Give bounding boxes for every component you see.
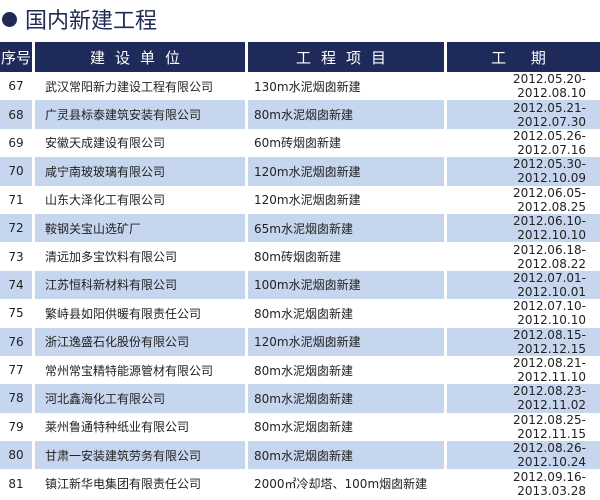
cell-company: 清远加多宝饮料有限公司 [45, 250, 178, 265]
cell-period: 2012.07.01-2012.10.01 [447, 270, 600, 300]
cell-period: 2012.08.21-2012.11.10 [512, 356, 586, 385]
cell-company: 鞍钢关宝山选矿厂 [35, 213, 245, 243]
cell-period: 2012.07.10-2012.10.10 [512, 299, 586, 328]
cell-company: 广灵县标泰建筑安装有限公司 [35, 100, 245, 129]
cell-project: 2000㎡冷却塔、100m烟囱新建 [254, 477, 428, 492]
table-row: 69 安徽天成建设有限公司 60m砖烟囱新建 2012.05.26-2012.07.1… [0, 129, 600, 157]
cell-company: 安徽天成建设有限公司 [45, 136, 166, 151]
cell-period: 2012.05.21-2012.07.30 [447, 100, 600, 129]
cell-company: 浙江逸盛石化股份有限公司 [35, 327, 245, 356]
table-header: 序号 建设单位 工程项目 工 期 [0, 42, 600, 72]
cell-company: 繁峙县如阳供暖有限责任公司 [45, 306, 202, 321]
cell-period: 2012.05.26-2012.07.16 [512, 128, 586, 157]
title-text: 国内新建工程 [25, 9, 158, 34]
cell-seq: 77 [8, 363, 24, 378]
cell-company: 甘肃一安装建筑劳务有限公司 [35, 441, 245, 470]
cell-seq: 72 [0, 213, 32, 243]
cell-seq: 73 [8, 249, 24, 264]
cell-project: 120m水泥烟囱新建 [248, 327, 444, 356]
cell-project: 60m砖烟囱新建 [254, 136, 341, 151]
table-row: 71 山东大泽化工有限公司 120m水泥烟囱新建 2012.06.05-2012.08… [0, 186, 600, 214]
projects-table: 序号 建设单位 工程项目 工 期 67 武汉常阳新力建设工程有限公司 130m水泥烟… [0, 42, 600, 498]
cell-seq: 80 [0, 441, 32, 470]
cell-project: 120m水泥烟囱新建 [248, 157, 444, 186]
bullet-icon [2, 11, 17, 27]
table-row: 75 繁峙县如阳供暖有限责任公司 80m水泥烟囱新建 2012.07.10-2012.… [0, 299, 600, 327]
cell-seq: 71 [8, 192, 24, 207]
cell-period: 2012.09.16-2013.03.28 [512, 469, 586, 498]
cell-project: 80m水泥烟囱新建 [254, 363, 353, 378]
cell-period: 2012.05.20-2012.08.10 [512, 72, 586, 101]
cell-period: 2012.08.15-2012.12.15 [447, 327, 600, 356]
cell-project: 80m水泥烟囱新建 [254, 420, 353, 435]
cell-seq: 75 [8, 306, 24, 321]
cell-period: 2012.08.25-2012.11.15 [512, 412, 586, 441]
cell-project: 130m水泥烟囱新建 [254, 79, 361, 94]
cell-project: 80m水泥烟囱新建 [248, 441, 444, 470]
cell-company: 咸宁南玻玻璃有限公司 [35, 157, 245, 186]
cell-company: 莱州鲁通特种纸业有限公司 [45, 420, 190, 435]
cell-period: 2012.06.18-2012.08.22 [512, 242, 586, 271]
header-period: 工 期 [447, 42, 600, 72]
table-row: 67 武汉常阳新力建设工程有限公司 130m水泥烟囱新建 2012.05.20-201… [0, 72, 600, 100]
cell-seq: 76 [0, 327, 32, 356]
cell-seq: 79 [8, 419, 24, 434]
cell-seq: 74 [0, 270, 32, 300]
table-row: 72 鞍钢关宝山选矿厂 65m水泥烟囱新建 2012.06.10-2012.10.10 [0, 213, 600, 243]
cell-period: 2012.06.05-2012.08.25 [512, 185, 586, 214]
table-row: 74 江苏恒科新材料有限公司 100m水泥烟囱新建 2012.07.01-2012.1… [0, 270, 600, 300]
cell-period: 2012.08.26-2012.10.24 [447, 441, 600, 470]
cell-company: 常州常宝精特能源管材有限公司 [45, 363, 214, 378]
cell-company: 山东大泽化工有限公司 [45, 193, 166, 208]
cell-seq: 68 [0, 100, 32, 129]
cell-project: 80m水泥烟囱新建 [254, 306, 353, 321]
table-row: 80 甘肃一安装建筑劳务有限公司 80m水泥烟囱新建 2012.08.26-2012.… [0, 441, 600, 470]
cell-project: 120m水泥烟囱新建 [254, 193, 361, 208]
table-row: 81 镇江新华电集团有限责任公司 2000㎡冷却塔、100m烟囱新建 2012.09.… [0, 469, 600, 498]
table-row: 78 河北鑫海化工有限公司 80m水泥烟囱新建 2012.08.23-2012.11.… [0, 384, 600, 413]
table-row: 79 莱州鲁通特种纸业有限公司 80m水泥烟囱新建 2012.08.25-2012.1… [0, 413, 600, 441]
cell-project: 100m水泥烟囱新建 [248, 270, 444, 300]
cell-project: 80m水泥烟囱新建 [248, 100, 444, 129]
header-company: 建设单位 [35, 42, 245, 72]
cell-seq: 69 [8, 135, 24, 150]
table-row: 73 清远加多宝饮料有限公司 80m砖烟囱新建 2012.06.18-2012.08.… [0, 242, 600, 271]
page-title: 国内新建工程 [2, 4, 157, 34]
table-row: 68 广灵县标泰建筑安装有限公司 80m水泥烟囱新建 2012.05.21-2012.… [0, 100, 600, 129]
cell-company: 河北鑫海化工有限公司 [35, 384, 245, 413]
table-row: 77 常州常宝精特能源管材有限公司 80m水泥烟囱新建 2012.08.21-2012… [0, 356, 600, 384]
cell-period: 2012.06.10-2012.10.10 [447, 213, 600, 243]
cell-company: 镇江新华电集团有限责任公司 [45, 477, 202, 492]
cell-seq: 78 [0, 384, 32, 413]
header-project: 工程项目 [248, 42, 444, 72]
cell-seq: 70 [0, 157, 32, 186]
cell-company: 江苏恒科新材料有限公司 [35, 270, 245, 300]
cell-seq: 81 [8, 476, 24, 491]
cell-period: 2012.08.23-2012.11.02 [447, 384, 600, 413]
table-row: 76 浙江逸盛石化股份有限公司 120m水泥烟囱新建 2012.08.15-2012.… [0, 327, 600, 356]
cell-company: 武汉常阳新力建设工程有限公司 [45, 79, 214, 94]
cell-project: 80m水泥烟囱新建 [248, 384, 444, 413]
table-row: 70 咸宁南玻玻璃有限公司 120m水泥烟囱新建 2012.05.30-2012.10… [0, 157, 600, 186]
cell-period: 2012.05.30-2012.10.09 [447, 157, 600, 186]
cell-seq: 67 [8, 79, 24, 94]
header-seq: 序号 [0, 42, 32, 72]
cell-project: 80m砖烟囱新建 [254, 250, 341, 265]
cell-project: 65m水泥烟囱新建 [248, 213, 444, 243]
